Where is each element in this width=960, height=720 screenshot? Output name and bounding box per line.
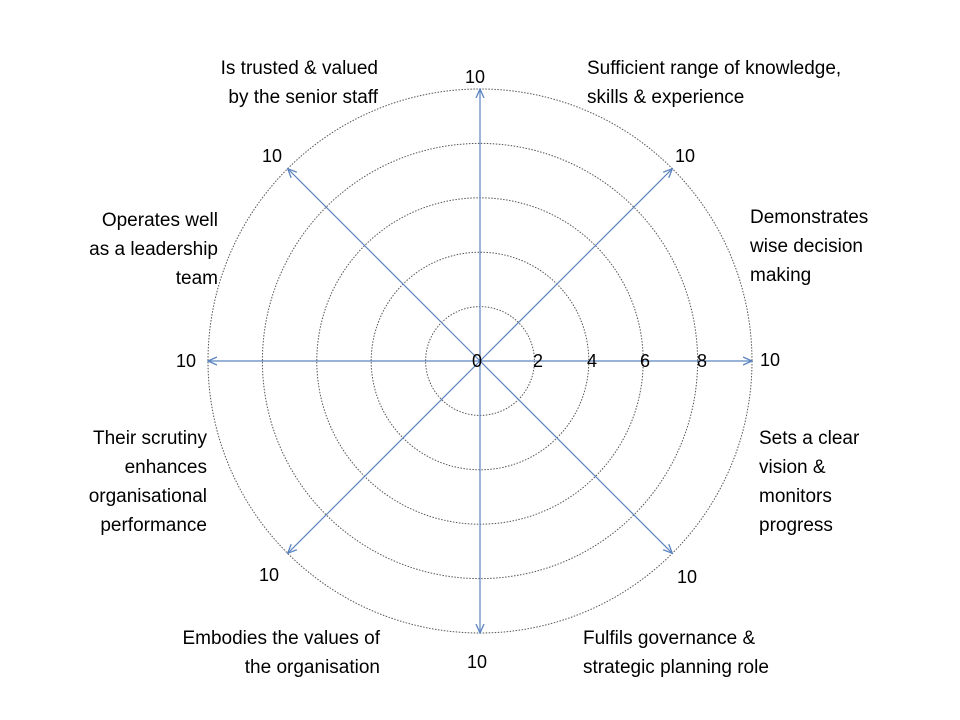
spoke-bottom-left <box>288 360 481 553</box>
label-left-upper: Operates well as a leadership team <box>89 210 218 289</box>
axis-max-label-left: 10 <box>176 351 197 371</box>
axis-max-label-top-right: 10 <box>675 146 696 166</box>
scale-tick-2: 2 <box>533 351 544 371</box>
center-label: 0 <box>472 351 483 371</box>
label-bottom-left: Embodies the values of the organisation <box>182 628 380 678</box>
spoke-top-left <box>288 169 481 362</box>
spoke-bottom-right <box>479 360 672 553</box>
label-right-upper: Demonstrates wise decision making <box>750 207 869 286</box>
axis-max-label-top-left: 10 <box>262 146 283 166</box>
axis-max-label-bottom-right: 10 <box>677 567 698 587</box>
scale-tick-8: 8 <box>697 351 708 371</box>
axis-max-label-top: 10 <box>465 67 486 87</box>
label-bottom-right: Fulfils governance & strategic planning r… <box>583 628 769 678</box>
label-right-lower: Sets a clear vision & monitors progress <box>759 428 860 536</box>
axis-max-label-bottom-left: 10 <box>259 565 280 585</box>
axis-max-label-bottom: 10 <box>467 652 488 672</box>
scale-tick-6: 6 <box>640 351 651 371</box>
label-top-right: Sufficient range of knowledge, skills & e… <box>587 58 842 108</box>
label-top-left: Is trusted & valued by the senior staff <box>220 58 378 108</box>
spoke-top-right <box>479 169 672 362</box>
label-left-lower: Their scrutiny enhances organisational perf… <box>88 428 207 536</box>
scale-tick-4: 4 <box>587 351 598 371</box>
axis-spokes <box>208 89 752 633</box>
axis-max-label-right: 10 <box>760 350 781 370</box>
